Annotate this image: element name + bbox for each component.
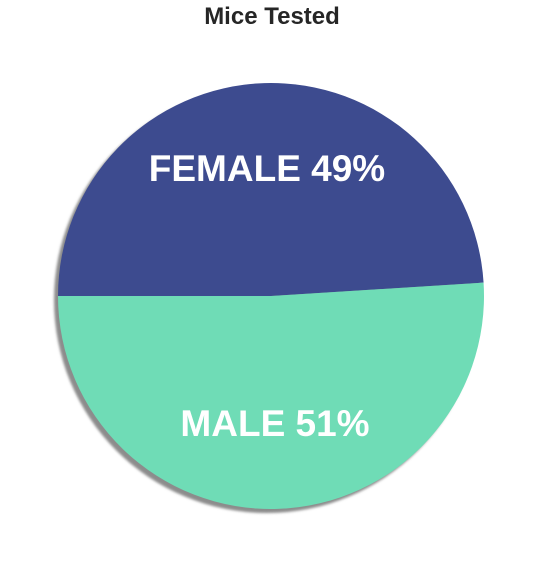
slice-label-male: MALE 51% xyxy=(180,403,369,444)
pie-slice-female xyxy=(58,83,484,296)
slice-label-female: FEMALE 49% xyxy=(149,148,385,189)
chart-title: Mice Tested xyxy=(204,3,340,30)
pie-slice-male xyxy=(58,282,485,510)
